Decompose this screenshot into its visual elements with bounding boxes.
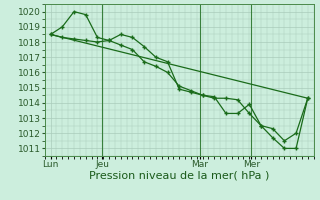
X-axis label: Pression niveau de la mer( hPa ): Pression niveau de la mer( hPa ) bbox=[89, 171, 269, 181]
